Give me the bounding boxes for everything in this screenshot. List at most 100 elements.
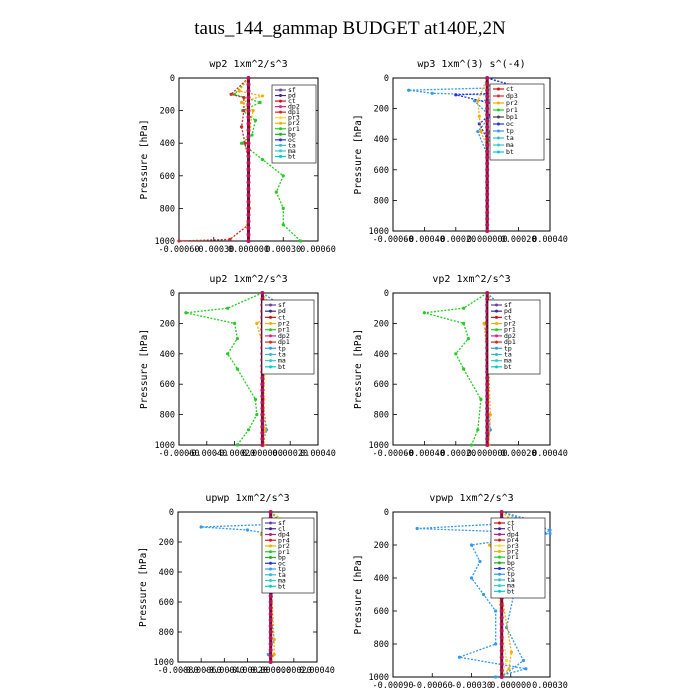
figure-title: taus_144_gammap BUDGET at140E,2N: [194, 18, 506, 39]
series-point-tp: [457, 655, 462, 659]
series-point-pr1: [281, 223, 285, 227]
y-tick-label: 600: [374, 607, 389, 617]
zero-line-marker: [246, 173, 251, 178]
legend-marker: [497, 129, 500, 133]
zero-line-marker: [499, 642, 504, 646]
series-point-pr2: [509, 650, 513, 654]
x-tick-label: -0.00020: [227, 666, 268, 676]
y-tick-label: 800: [159, 628, 174, 638]
zero-line-marker: [485, 100, 490, 105]
zero-line-marker: [485, 161, 490, 166]
legend-label: dp2: [288, 103, 300, 111]
series-point-pr1: [281, 174, 285, 178]
zero-line-marker: [260, 394, 265, 399]
series-point-oc: [548, 528, 552, 532]
legend-label: ct: [506, 85, 514, 93]
series-point-pr2: [488, 413, 492, 417]
legend-label: tp: [504, 344, 512, 352]
legend-marker: [279, 149, 282, 153]
x-tick-label: 0.00060: [300, 245, 336, 255]
series-point-tp: [469, 576, 474, 580]
legend-marker: [269, 579, 272, 582]
zero-line-marker: [485, 106, 490, 111]
x-tick-label: -0.00060: [373, 235, 414, 245]
zero-line-marker: [485, 376, 490, 381]
series-point-pr3: [504, 658, 509, 663]
legend-marker: [495, 315, 498, 319]
legend-label: tp: [507, 570, 515, 578]
y-tick-label: 200: [160, 107, 175, 117]
zero-line-marker: [499, 615, 504, 620]
series-point-tp: [481, 592, 486, 597]
x-tick-label: 0.000000: [467, 449, 508, 459]
y-axis-label: Pressure [hPa]: [353, 554, 364, 634]
legend-marker: [269, 584, 272, 588]
zero-line-marker: [246, 128, 251, 133]
zero-line-marker: [246, 160, 251, 165]
series-point-dp1: [242, 109, 246, 113]
series-point-oc: [407, 88, 411, 92]
legend-marker: [498, 567, 501, 571]
legend-marker: [269, 352, 272, 356]
legend-marker: [279, 127, 282, 131]
legend-label: ta: [278, 571, 286, 579]
legend-label: cl: [507, 525, 515, 533]
legend-marker: [269, 322, 272, 326]
zero-line-marker: [260, 406, 265, 411]
legend-marker: [269, 315, 272, 319]
zero-line-marker: [485, 418, 490, 423]
zero-line-marker: [246, 193, 251, 198]
zero-line-marker: [246, 154, 251, 159]
zero-line-marker: [485, 222, 490, 227]
zero-line-marker: [268, 612, 273, 616]
x-tick-label: -0.00040: [186, 449, 227, 459]
zero-line-marker: [246, 121, 251, 126]
series-point-pr2: [482, 321, 486, 325]
y-tick-label: 200: [160, 319, 175, 329]
legend-label: pr2: [288, 119, 300, 127]
x-tick-label: -0.00040: [404, 449, 445, 459]
legend-marker: [269, 309, 272, 313]
zero-line-marker: [485, 155, 490, 160]
legend-label: sf: [278, 301, 286, 309]
zero-line-marker: [260, 436, 265, 441]
y-tick-label: 1000: [155, 441, 175, 451]
series-point-pr1: [255, 413, 259, 417]
zero-line-marker: [246, 89, 251, 94]
legend-marker: [497, 108, 500, 112]
legend-label: ma: [507, 582, 515, 590]
zero-line-marker: [268, 648, 273, 652]
legend-marker: [269, 334, 272, 338]
x-tick-label: -0.00080: [158, 666, 199, 676]
y-tick-label: 800: [374, 640, 389, 650]
legend-marker: [495, 334, 498, 338]
y-tick-label: 0: [170, 74, 175, 84]
x-tick-label: 0.00040: [300, 449, 336, 459]
series-point-dp1: [243, 141, 247, 145]
y-tick-label: 800: [160, 411, 175, 421]
legend-label: ma: [278, 357, 286, 365]
legend-marker: [269, 567, 272, 571]
y-tick-label: 600: [374, 166, 389, 176]
panel-title: wp3 1xm^(3) s^(-4): [417, 59, 525, 70]
series-point-pr1: [184, 311, 188, 315]
zero-line-marker: [246, 225, 251, 230]
legend-label: sf: [504, 301, 512, 309]
legend-marker: [497, 115, 500, 119]
plot-frame: [178, 292, 319, 446]
legend-label: pr2: [507, 547, 519, 555]
series-point-dp1: [177, 239, 181, 243]
series-point-pr2: [477, 114, 481, 118]
series-point-pr2: [479, 129, 483, 134]
zero-line-marker: [499, 602, 504, 607]
zero-line-marker: [260, 388, 265, 393]
zero-line-marker: [260, 424, 265, 429]
legend-marker: [269, 527, 272, 531]
x-tick-label: -0.00060: [159, 245, 200, 255]
legend-marker: [269, 521, 272, 525]
legend-label: sf: [288, 86, 296, 94]
legend-label: bt: [504, 363, 512, 371]
zero-line-marker: [485, 406, 490, 411]
zero-line-marker: [246, 115, 251, 120]
series-point-pr2: [507, 667, 511, 671]
